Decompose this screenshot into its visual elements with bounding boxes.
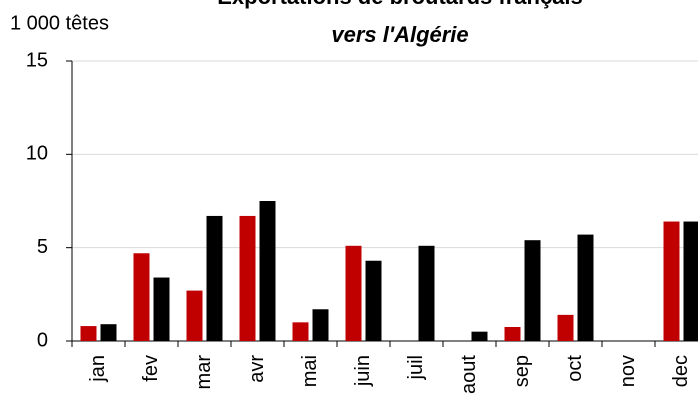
y-tick-label: 0	[37, 329, 48, 351]
bar	[418, 245, 435, 341]
x-tick-label: juil	[405, 355, 427, 380]
bar	[471, 331, 488, 341]
bar	[683, 221, 698, 341]
bar	[365, 260, 382, 341]
bar	[80, 326, 97, 341]
y-tick-label: 5	[37, 236, 48, 258]
x-tick-label: avr	[246, 355, 268, 383]
y-tick-label: 15	[26, 49, 48, 71]
bar	[504, 327, 521, 341]
bar	[186, 290, 203, 341]
x-tick-label: oct	[564, 355, 586, 382]
bar	[577, 234, 594, 341]
bar	[663, 221, 680, 341]
x-tick-label: jan	[87, 355, 109, 383]
bar	[100, 324, 117, 341]
x-tick-label: nov	[617, 355, 639, 387]
bar	[557, 314, 574, 341]
bar	[133, 253, 150, 341]
bar	[259, 201, 276, 341]
y-axis-label: 1 000 têtes	[10, 12, 109, 34]
bar	[239, 215, 256, 341]
x-tick-label: juin	[352, 355, 374, 387]
x-tick-label: aout	[458, 355, 480, 394]
bar	[312, 309, 329, 341]
x-tick-label: dec	[670, 355, 692, 387]
x-tick-label: fev	[140, 355, 162, 382]
x-tick-label: sep	[511, 355, 533, 387]
x-tick-label: mai	[299, 355, 321, 387]
y-tick-label: 10	[26, 143, 48, 165]
bar	[524, 240, 541, 341]
bar	[153, 277, 170, 341]
chart-subtitle: vers l'Algérie	[331, 22, 468, 47]
bar	[292, 322, 309, 341]
bar	[345, 245, 362, 341]
chart-title: Exportations de broutards français	[217, 0, 583, 9]
bar	[206, 215, 223, 341]
x-tick-label: mar	[193, 355, 215, 390]
